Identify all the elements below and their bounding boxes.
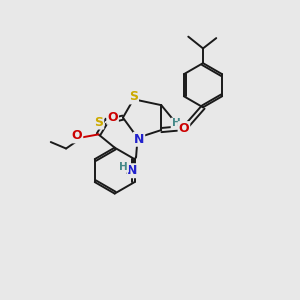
- Text: N: N: [128, 164, 138, 177]
- Text: S: S: [129, 90, 138, 104]
- Text: O: O: [178, 122, 189, 135]
- Text: H: H: [119, 162, 128, 172]
- Text: O: O: [107, 111, 118, 124]
- Text: O: O: [72, 129, 82, 142]
- Text: S: S: [94, 116, 103, 128]
- Text: H: H: [172, 118, 180, 128]
- Text: N: N: [134, 133, 144, 146]
